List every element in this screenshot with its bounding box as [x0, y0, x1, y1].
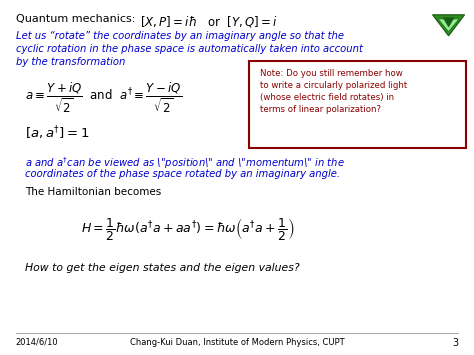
Text: Let us “rotate” the coordinates by an imaginary angle so that the: Let us “rotate” the coordinates by an im…	[16, 31, 344, 41]
Text: $\left[a,a^{\dagger}\right]=1$: $\left[a,a^{\dagger}\right]=1$	[25, 125, 90, 142]
Text: $H=\dfrac{1}{2}\hbar\omega\left(a^{\dagger}a+aa^{\dagger}\right)=\hbar\omega\lef: $H=\dfrac{1}{2}\hbar\omega\left(a^{\dagg…	[82, 216, 295, 242]
Polygon shape	[443, 18, 454, 27]
Text: Chang-Kui Duan, Institute of Modern Physics, CUPT: Chang-Kui Duan, Institute of Modern Phys…	[130, 338, 344, 347]
Text: Quantum mechanics:: Quantum mechanics:	[16, 14, 142, 24]
Text: cyclic rotation in the phase space is automatically taken into account: cyclic rotation in the phase space is au…	[16, 44, 363, 54]
Text: 3: 3	[452, 338, 458, 348]
Text: Note: Do you still remember how
to write a circularly polarized light
(whose ele: Note: Do you still remember how to write…	[260, 69, 407, 114]
Text: $a\equiv\dfrac{Y+iQ}{\sqrt{2}}$  and  $a^{\dagger}\equiv\dfrac{Y-iQ}{\sqrt{2}}$: $a\equiv\dfrac{Y+iQ}{\sqrt{2}}$ and $a^{…	[25, 81, 182, 115]
Text: The Hamiltonian becomes: The Hamiltonian becomes	[25, 187, 161, 197]
Text: coordinates of the phase space rotated by an imaginary angle.: coordinates of the phase space rotated b…	[25, 169, 340, 179]
FancyBboxPatch shape	[249, 61, 465, 148]
Text: $a$ and $a^{\dagger}$can be viewed as \"position\" and \"momentum\" in the: $a$ and $a^{\dagger}$can be viewed as \"…	[25, 155, 345, 171]
Text: How to get the eigen states and the eigen values?: How to get the eigen states and the eige…	[25, 263, 300, 273]
Polygon shape	[438, 19, 459, 32]
Text: 2014/6/10: 2014/6/10	[16, 338, 58, 347]
Text: by the transformation: by the transformation	[16, 58, 125, 67]
Polygon shape	[433, 15, 465, 36]
Text: $[X,P]=i\hbar$   or  $[Y,Q]=i$: $[X,P]=i\hbar$ or $[Y,Q]=i$	[140, 14, 279, 29]
